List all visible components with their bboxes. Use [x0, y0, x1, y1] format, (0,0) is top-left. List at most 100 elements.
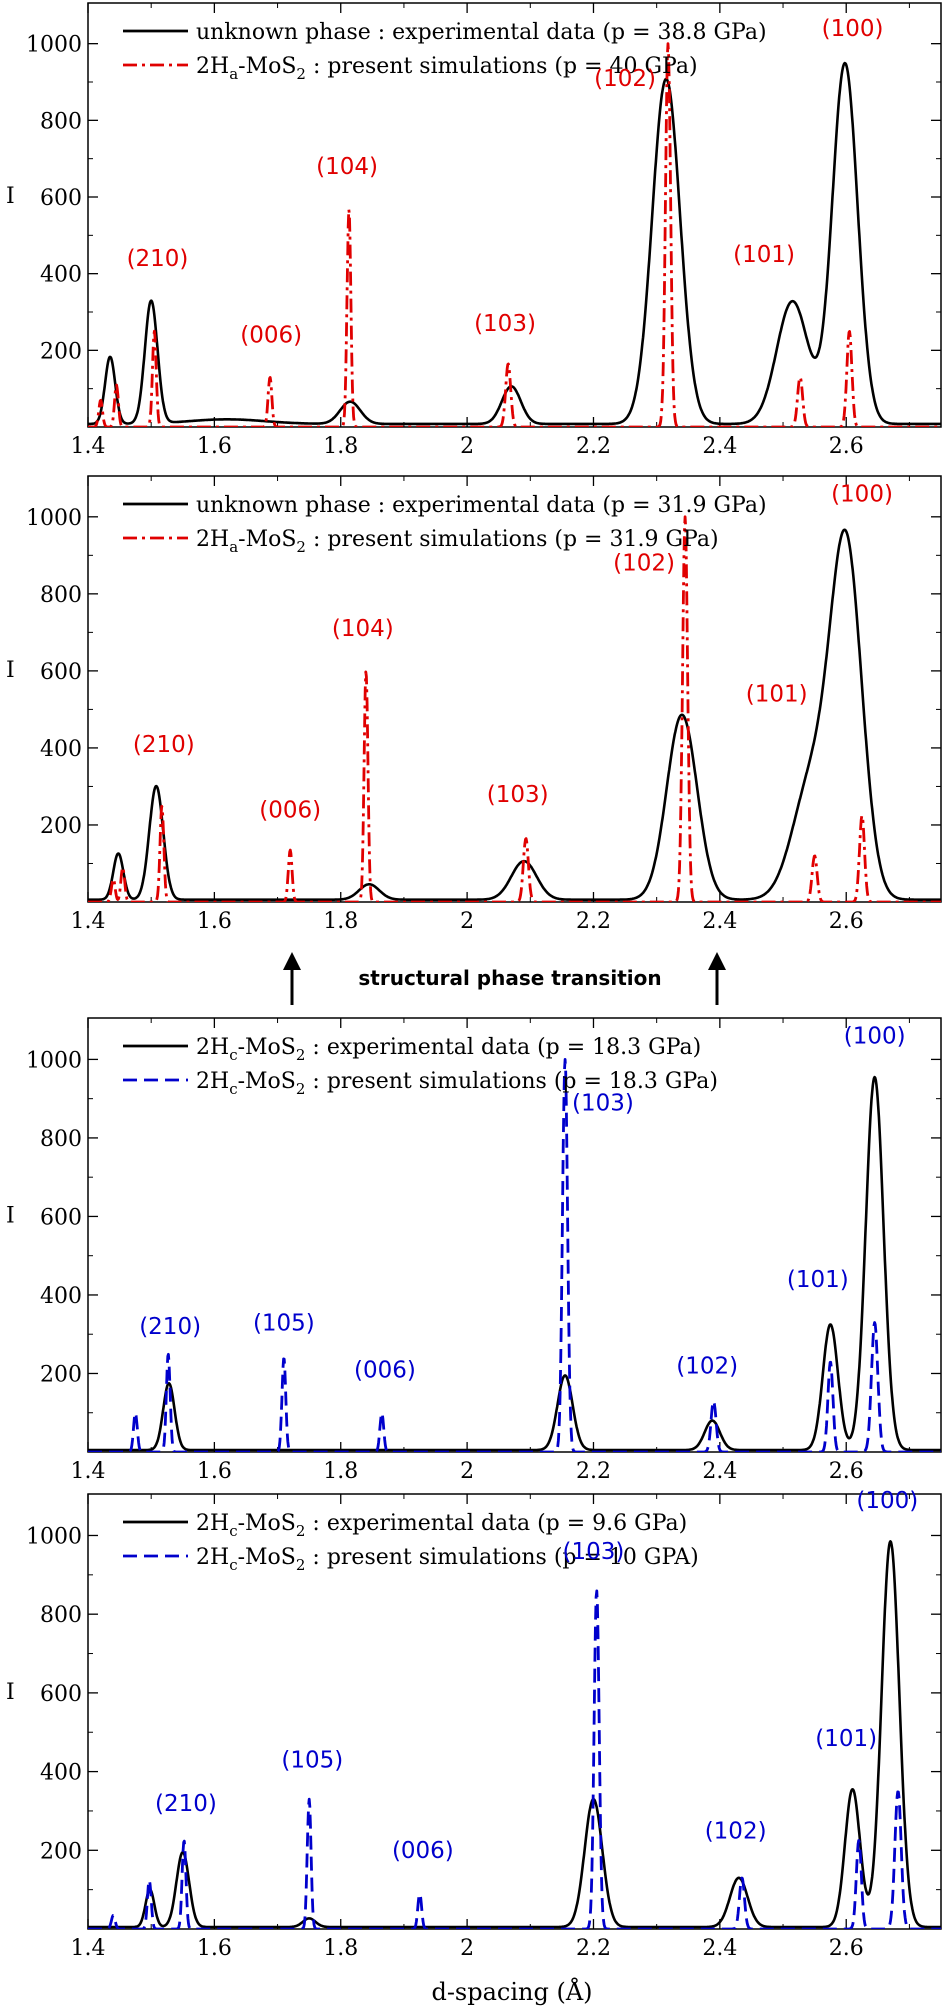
y-tick-label: 400	[40, 1284, 82, 1309]
y-tick-label: 1000	[26, 1524, 82, 1549]
legend-label: unknown phase : experimental data (p = 3…	[196, 20, 767, 45]
peak-label: (101)	[815, 1726, 877, 1752]
peak-label: (006)	[392, 1838, 454, 1864]
x-tick-label: 2.4	[702, 909, 737, 934]
peak-label: (101)	[746, 682, 808, 708]
peak-label: (006)	[354, 1357, 416, 1383]
peak-label: (102)	[705, 1818, 767, 1844]
peak-label: (100)	[844, 1024, 906, 1050]
plot-frame	[87, 1017, 942, 1453]
x-tick-label: 1.4	[71, 909, 106, 934]
x-tick-label: 1.8	[323, 1936, 358, 1961]
transition-arrowhead-right	[708, 952, 726, 970]
chart-panel-4: 1.4 1.6 1.8 2 2.2 2.4 2.6 200 400 600 800 1000 I 2Hc-…	[6, 1488, 942, 1961]
legend: 2Hc-MoS2 : experimental data (p = 9.6 GP…	[123, 1511, 699, 1574]
y-tick-label: 600	[40, 1205, 82, 1230]
series-group	[88, 1058, 941, 1452]
x-tick-label: 2.2	[576, 909, 611, 934]
plot-frame	[87, 475, 942, 903]
y-tick-label: 800	[40, 1603, 82, 1628]
y-tick-label: 200	[40, 1362, 82, 1387]
y-tick-label: 200	[40, 814, 82, 839]
series-group	[88, 515, 941, 902]
x-tick-label: 1.6	[197, 1936, 232, 1961]
peak-label: (105)	[253, 1310, 315, 1336]
y-tick-label: 600	[40, 186, 82, 211]
x-tick-label: 2.4	[702, 434, 737, 459]
peak-label: (100)	[856, 1488, 918, 1514]
plot-frame	[87, 1493, 942, 1930]
y-tick-label: 600	[40, 1682, 82, 1707]
legend-label: 2Ha-MoS2 : present simulations (p = 31.9…	[196, 527, 719, 556]
y-tick-label: 200	[40, 339, 82, 364]
x-tick-label: 1.8	[323, 434, 358, 459]
x-tick-label: 1.4	[71, 1459, 106, 1484]
peak-label: (103)	[474, 311, 536, 337]
x-tick-label: 2	[460, 434, 474, 459]
peak-label: (210)	[139, 1314, 201, 1340]
phase-transition-annotation: structural phase transition	[283, 952, 726, 1005]
x-tick-label: 2	[460, 1459, 474, 1484]
legend-label: 2Ha-MoS2 : present simulations (p = 40 G…	[196, 54, 698, 83]
x-tick-label: 2	[460, 909, 474, 934]
y-tick-label: 800	[40, 1127, 82, 1152]
legend-label: 2Hc-MoS2 : experimental data (p = 9.6 GP…	[196, 1511, 687, 1540]
x-tick-label: 2.6	[829, 1936, 864, 1961]
transition-label: structural phase transition	[358, 966, 661, 990]
series-line-experimental	[88, 1540, 941, 1929]
y-tick-label: 400	[40, 263, 82, 288]
legend-label: 2Hc-MoS2 : experimental data (p = 18.3 G…	[196, 1035, 701, 1064]
x-tick-label: 2	[460, 1936, 474, 1961]
chart-panel-3: 1.4 1.6 1.8 2 2.2 2.4 2.6 200 400 600 800 1000 I 2Hc-…	[6, 1017, 942, 1484]
y-axis-title: I	[6, 658, 15, 683]
legend-label: 2Hc-MoS2 : present simulations (p = 18.3…	[196, 1069, 718, 1098]
peak-label: (101)	[787, 1267, 849, 1293]
x-tick-label: 1.6	[197, 434, 232, 459]
y-axis-title: I	[6, 184, 15, 209]
x-tick-label: 1.6	[197, 909, 232, 934]
y-tick-label: 400	[40, 1761, 82, 1786]
series-group	[88, 42, 941, 427]
chart-panel-2: 1.4 1.6 1.8 2 2.2 2.4 2.6 200 400 600 800 1000 Iunkn…	[6, 475, 942, 934]
y-tick-label: 200	[40, 1839, 82, 1864]
x-tick-label: 2.2	[576, 434, 611, 459]
peak-label: (210)	[133, 732, 195, 758]
peak-label: (101)	[733, 242, 795, 268]
peak-label: (100)	[822, 16, 884, 42]
series-line-simulation	[88, 1589, 941, 1929]
legend-label: 2Hc-MoS2 : present simulations (p = 10 G…	[196, 1545, 699, 1574]
y-tick-label: 1000	[26, 33, 82, 58]
transition-arrowhead-left	[283, 952, 301, 970]
peak-label: (103)	[563, 1539, 625, 1565]
chart-panel-1: 1.4 1.6 1.8 2 2.2 2.4 2.6 200 400 600 800 1000 Iunkn…	[6, 2, 942, 459]
x-tick-label: 2.2	[576, 1936, 611, 1961]
y-tick-label: 400	[40, 737, 82, 762]
x-tick-label: 2.6	[829, 909, 864, 934]
peak-label: (210)	[127, 246, 189, 272]
x-tick-label: 2.4	[702, 1936, 737, 1961]
y-tick-label: 600	[40, 660, 82, 685]
peak-label: (100)	[831, 481, 893, 507]
series-line-experimental	[88, 1075, 941, 1452]
series-group	[88, 1540, 941, 1929]
series-line-simulation	[88, 1058, 941, 1452]
peak-label: (105)	[281, 1748, 343, 1774]
y-tick-label: 800	[40, 583, 82, 608]
peak-label: (210)	[155, 1791, 217, 1817]
y-tick-label: 800	[40, 109, 82, 134]
legend: unknown phase : experimental data (p = 3…	[123, 493, 767, 556]
series-line-simulation	[88, 515, 941, 902]
x-tick-label: 2.6	[829, 1459, 864, 1484]
x-tick-label: 1.4	[71, 434, 106, 459]
peak-label: (102)	[676, 1353, 738, 1379]
x-tick-label: 1.4	[71, 1936, 106, 1961]
series-line-experimental	[88, 61, 941, 426]
y-axis-title: I	[6, 1680, 15, 1705]
x-tick-label: 1.8	[323, 1459, 358, 1484]
legend: unknown phase : experimental data (p = 3…	[123, 20, 767, 83]
peak-label: (006)	[259, 797, 321, 823]
series-line-experimental	[88, 528, 941, 901]
y-tick-label: 1000	[26, 506, 82, 531]
peak-label: (104)	[316, 154, 378, 180]
